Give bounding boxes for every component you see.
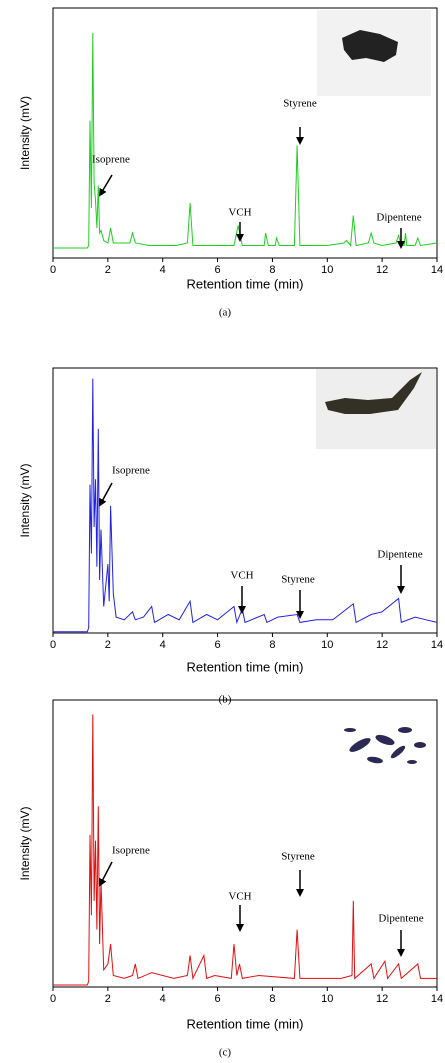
inset-photo <box>317 10 431 96</box>
x-tick-label: 10 <box>321 639 333 651</box>
x-tick-label: 12 <box>376 639 388 651</box>
annotation: Isoprene <box>112 465 150 477</box>
caption: (c) <box>219 1047 232 1059</box>
x-tick-label: 8 <box>269 993 275 1005</box>
annotation: Styrene <box>281 851 315 863</box>
plot-frame <box>52 367 438 634</box>
plot-frame <box>52 7 438 259</box>
annotation: Isoprene <box>112 845 150 857</box>
annotation: Dipentene <box>378 913 423 925</box>
x-tick-label: 4 <box>160 639 166 651</box>
x-tick-label: 0 <box>50 993 56 1005</box>
annotation: VCH <box>228 207 251 219</box>
chromatogram-line <box>53 714 437 986</box>
annotation: Dipentene <box>376 212 421 224</box>
x-tick-label: 14 <box>431 639 443 651</box>
x-axis-label: Retention time (min) <box>186 659 303 674</box>
chromatogram-line <box>53 32 438 249</box>
x-tick-label: 2 <box>105 639 111 651</box>
inset-photo <box>316 369 436 449</box>
x-tick-label: 0 <box>50 639 56 651</box>
annotation: VCH <box>228 891 251 903</box>
x-tick-label: 14 <box>431 993 443 1005</box>
annotation: Styrene <box>283 98 317 110</box>
annotation: VCH <box>230 570 253 582</box>
x-tick-label: 0 <box>50 264 56 276</box>
x-tick-label: 4 <box>160 993 166 1005</box>
annotation: Dipentene <box>377 549 422 561</box>
annotation: Isoprene <box>92 154 130 166</box>
plot-frame <box>52 699 438 988</box>
x-tick-label: 8 <box>269 639 275 651</box>
x-tick-label: 10 <box>321 264 333 276</box>
x-tick-label: 10 <box>321 993 333 1005</box>
x-tick-label: 6 <box>215 264 221 276</box>
x-tick-label: 6 <box>215 639 221 651</box>
x-tick-label: 12 <box>376 993 388 1005</box>
chromatogram-line <box>53 378 438 633</box>
x-tick-label: 12 <box>376 264 388 276</box>
y-axis-label: Intensity (mV) <box>18 463 32 537</box>
x-tick-label: 8 <box>269 264 275 276</box>
y-axis-label: Intensity (mV) <box>18 96 32 170</box>
x-tick-label: 2 <box>105 993 111 1005</box>
caption: (a) <box>219 307 232 319</box>
x-tick-label: 6 <box>215 993 221 1005</box>
annotation-arrow <box>99 482 113 507</box>
x-axis-label: Retention time (min) <box>186 276 303 291</box>
y-axis-label: Intensity (mV) <box>18 806 32 880</box>
inset-photo <box>344 727 426 764</box>
x-tick-label: 4 <box>160 264 166 276</box>
x-axis-label: Retention time (min) <box>186 1016 303 1031</box>
annotation-arrow <box>99 861 113 887</box>
annotation-arrow <box>98 174 113 197</box>
x-tick-label: 2 <box>105 264 111 276</box>
x-tick-label: 14 <box>431 264 443 276</box>
annotation: Styrene <box>281 574 315 586</box>
